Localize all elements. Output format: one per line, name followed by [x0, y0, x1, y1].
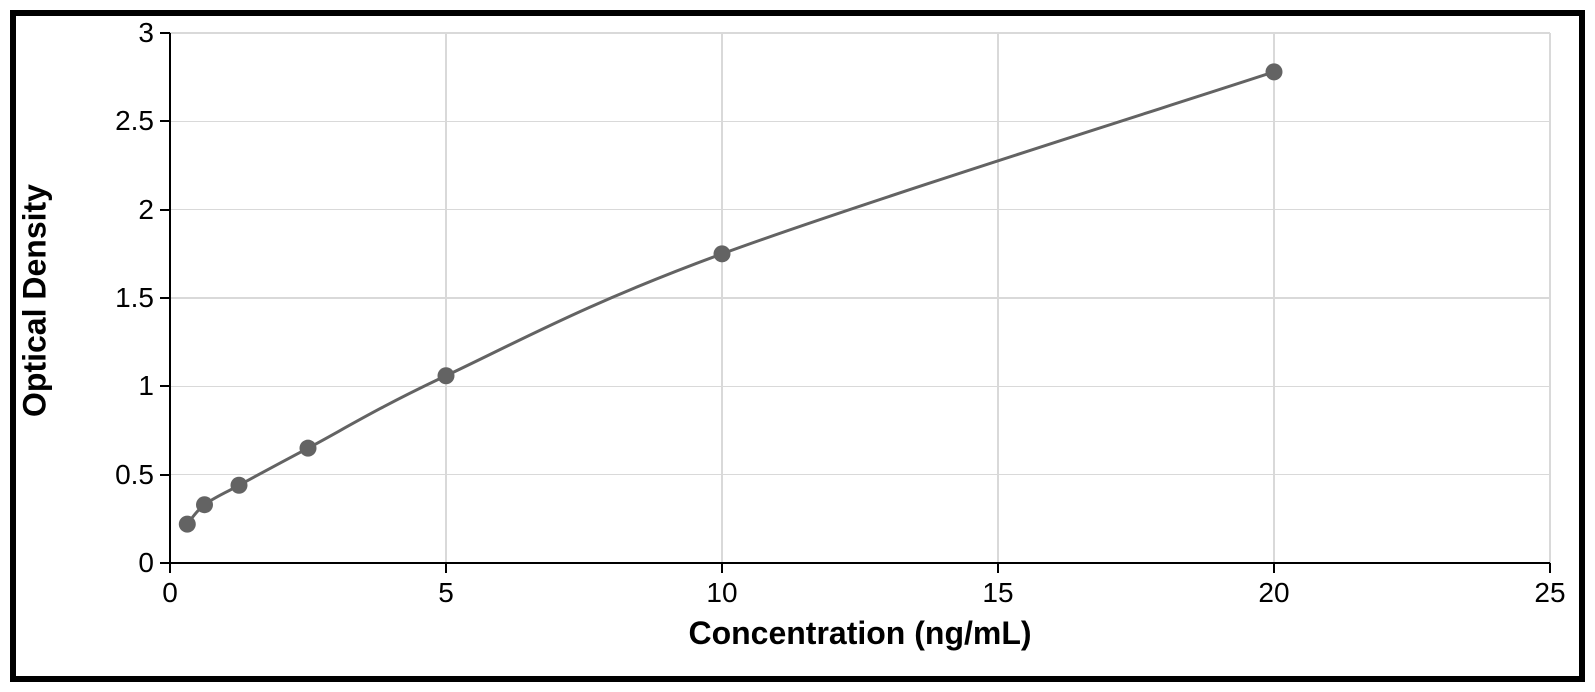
y-tick [160, 120, 170, 122]
data-point [231, 477, 248, 494]
y-tick-label: 0 [74, 547, 154, 579]
x-tick [1549, 563, 1551, 573]
y-tick [160, 385, 170, 387]
x-tick-label: 20 [1234, 577, 1314, 609]
plot-area: 051015202500.511.522.53Concentration (ng… [170, 33, 1550, 563]
data-point [300, 440, 317, 457]
y-tick-label: 1.5 [74, 282, 154, 314]
chart-frame: 0 5 10 15 20 25 0 0.5 1 1.5 2 2.5 3 Concentration (ng… [0, 0, 1595, 692]
y-tick-label: 3 [74, 17, 154, 49]
y-tick [160, 562, 170, 564]
data-point [438, 367, 455, 384]
series-svg [170, 33, 1550, 563]
x-tick [1273, 563, 1275, 573]
y-tick-label: 1 [74, 370, 154, 402]
x-tick [445, 563, 447, 573]
x-tick-label: 15 [958, 577, 1038, 609]
x-axis-title: Concentration (ng/mL) [170, 615, 1550, 652]
y-tick [160, 297, 170, 299]
x-tick [997, 563, 999, 573]
data-point [714, 245, 731, 262]
y-tick-label: 0.5 [74, 459, 154, 491]
data-point [1266, 63, 1283, 80]
y-tick [160, 32, 170, 34]
y-tick-label: 2.5 [74, 105, 154, 137]
x-tick-label: 25 [1510, 577, 1590, 609]
series-line [187, 72, 1274, 524]
x-tick [721, 563, 723, 573]
y-tick [160, 209, 170, 211]
y-tick [160, 474, 170, 476]
x-tick-label: 10 [682, 577, 762, 609]
y-axis-title: Optical Density [17, 36, 54, 566]
data-point [196, 496, 213, 513]
x-tick-label: 5 [406, 577, 486, 609]
y-tick-label: 2 [74, 194, 154, 226]
x-tick [169, 563, 171, 573]
data-point [179, 516, 196, 533]
x-tick-label: 0 [130, 577, 210, 609]
